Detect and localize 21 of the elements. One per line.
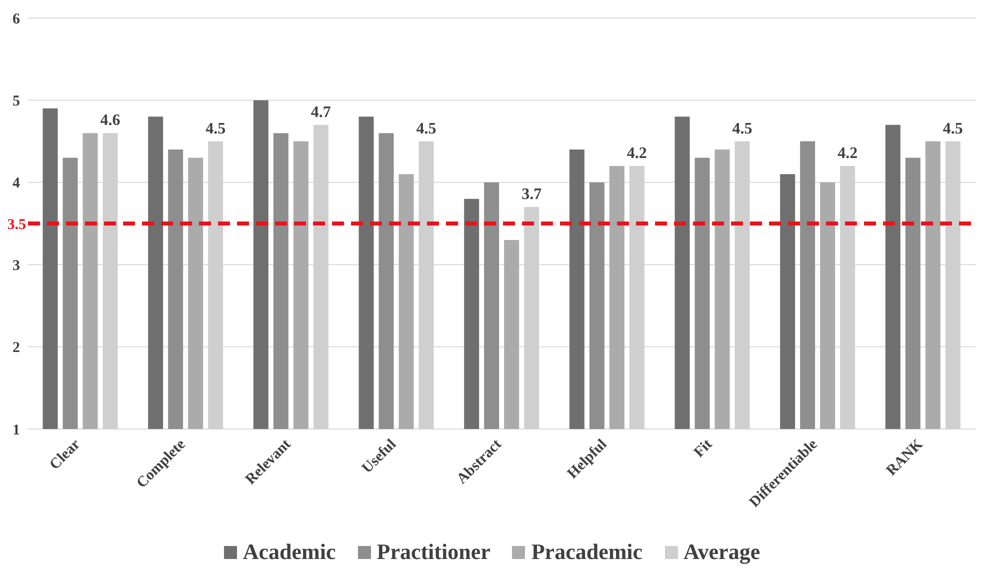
- data-label: 4.5: [206, 120, 226, 138]
- data-label: 4.7: [310, 104, 331, 121]
- legend-label: Academic: [242, 539, 336, 565]
- data-label: 4.2: [626, 144, 647, 162]
- x-tick-label: Fit: [691, 436, 716, 461]
- data-label: 3.7: [522, 186, 542, 204]
- data-label: 4.5: [942, 120, 963, 138]
- ref-line-label: 3.5: [7, 216, 26, 233]
- data-label: 4.5: [416, 120, 436, 138]
- data-label: 4.6: [100, 112, 120, 130]
- y-tick-label: 1: [12, 422, 20, 438]
- y-tick-label: 3: [12, 258, 20, 274]
- data-label: 4.2: [838, 144, 858, 162]
- legend-label: Practitioner: [376, 539, 490, 565]
- legend-label: Pracademic: [530, 539, 643, 565]
- data-label: 4.5: [732, 120, 752, 138]
- y-tick-label: 2: [12, 340, 20, 356]
- y-tick-label: 5: [12, 94, 20, 110]
- legend-label: Average: [682, 539, 760, 565]
- y-tick-label: 6: [12, 11, 20, 28]
- y-tick-label: 4: [12, 176, 20, 192]
